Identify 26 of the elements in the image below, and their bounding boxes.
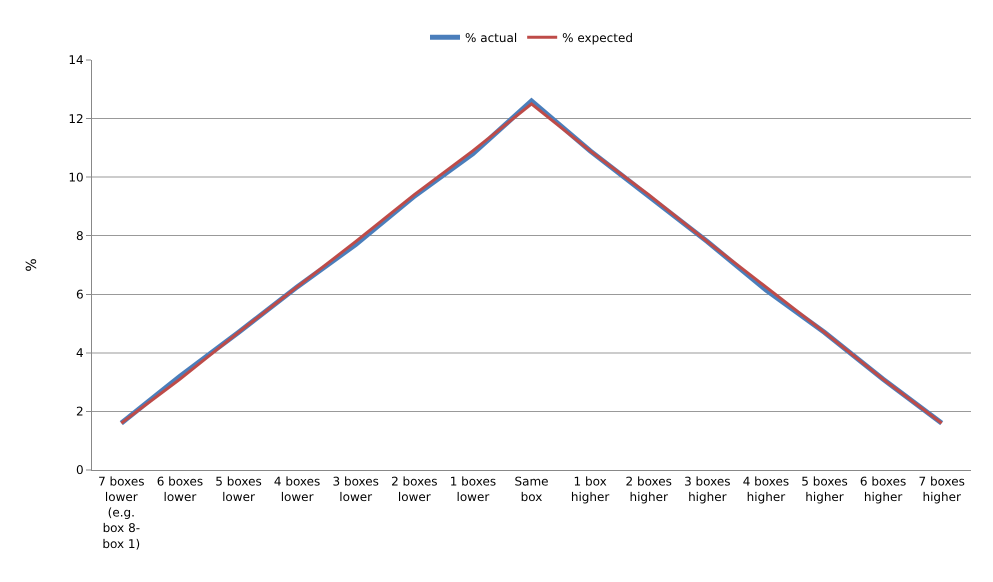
x-tick-label: 6 boxes higher [860,474,906,504]
y-tick-label: 4 [76,346,84,360]
x-tick-label: 5 boxes higher [801,474,848,504]
x-tick-label: 1 boxes lower [450,474,496,504]
y-tick-label: 10 [68,170,84,184]
x-tick-label: 5 boxes lower [215,474,262,504]
legend-label: % actual [465,30,518,45]
x-tick-label: 7 boxes lower (e.g. box 8-box 1) [98,474,145,551]
y-tick-label: 8 [76,228,84,243]
y-axis-title: % [24,258,40,272]
x-tick-label: 3 boxes higher [684,474,731,504]
x-tick-label: 7 boxes higher [918,474,965,504]
y-tick-label: 0 [76,463,84,478]
x-tick-label: 1 box higher [570,474,610,504]
legend-label: % expected [562,30,633,45]
x-tick-label: 2 boxes higher [625,474,672,504]
x-tick-label: Same box [514,474,549,504]
x-tick-label: 2 boxes lower [391,474,438,504]
x-tick-label: 4 boxes higher [742,474,790,504]
x-tick-label: 4 boxes lower [274,474,320,504]
y-tick-label: 12 [68,112,84,126]
x-tick-label: 3 boxes lower [332,474,379,504]
y-tick-label: 2 [76,404,84,419]
y-tick-label: 6 [76,287,84,302]
y-tick-label: 14 [68,53,84,68]
x-tick-label: 6 boxes lower [156,474,204,504]
